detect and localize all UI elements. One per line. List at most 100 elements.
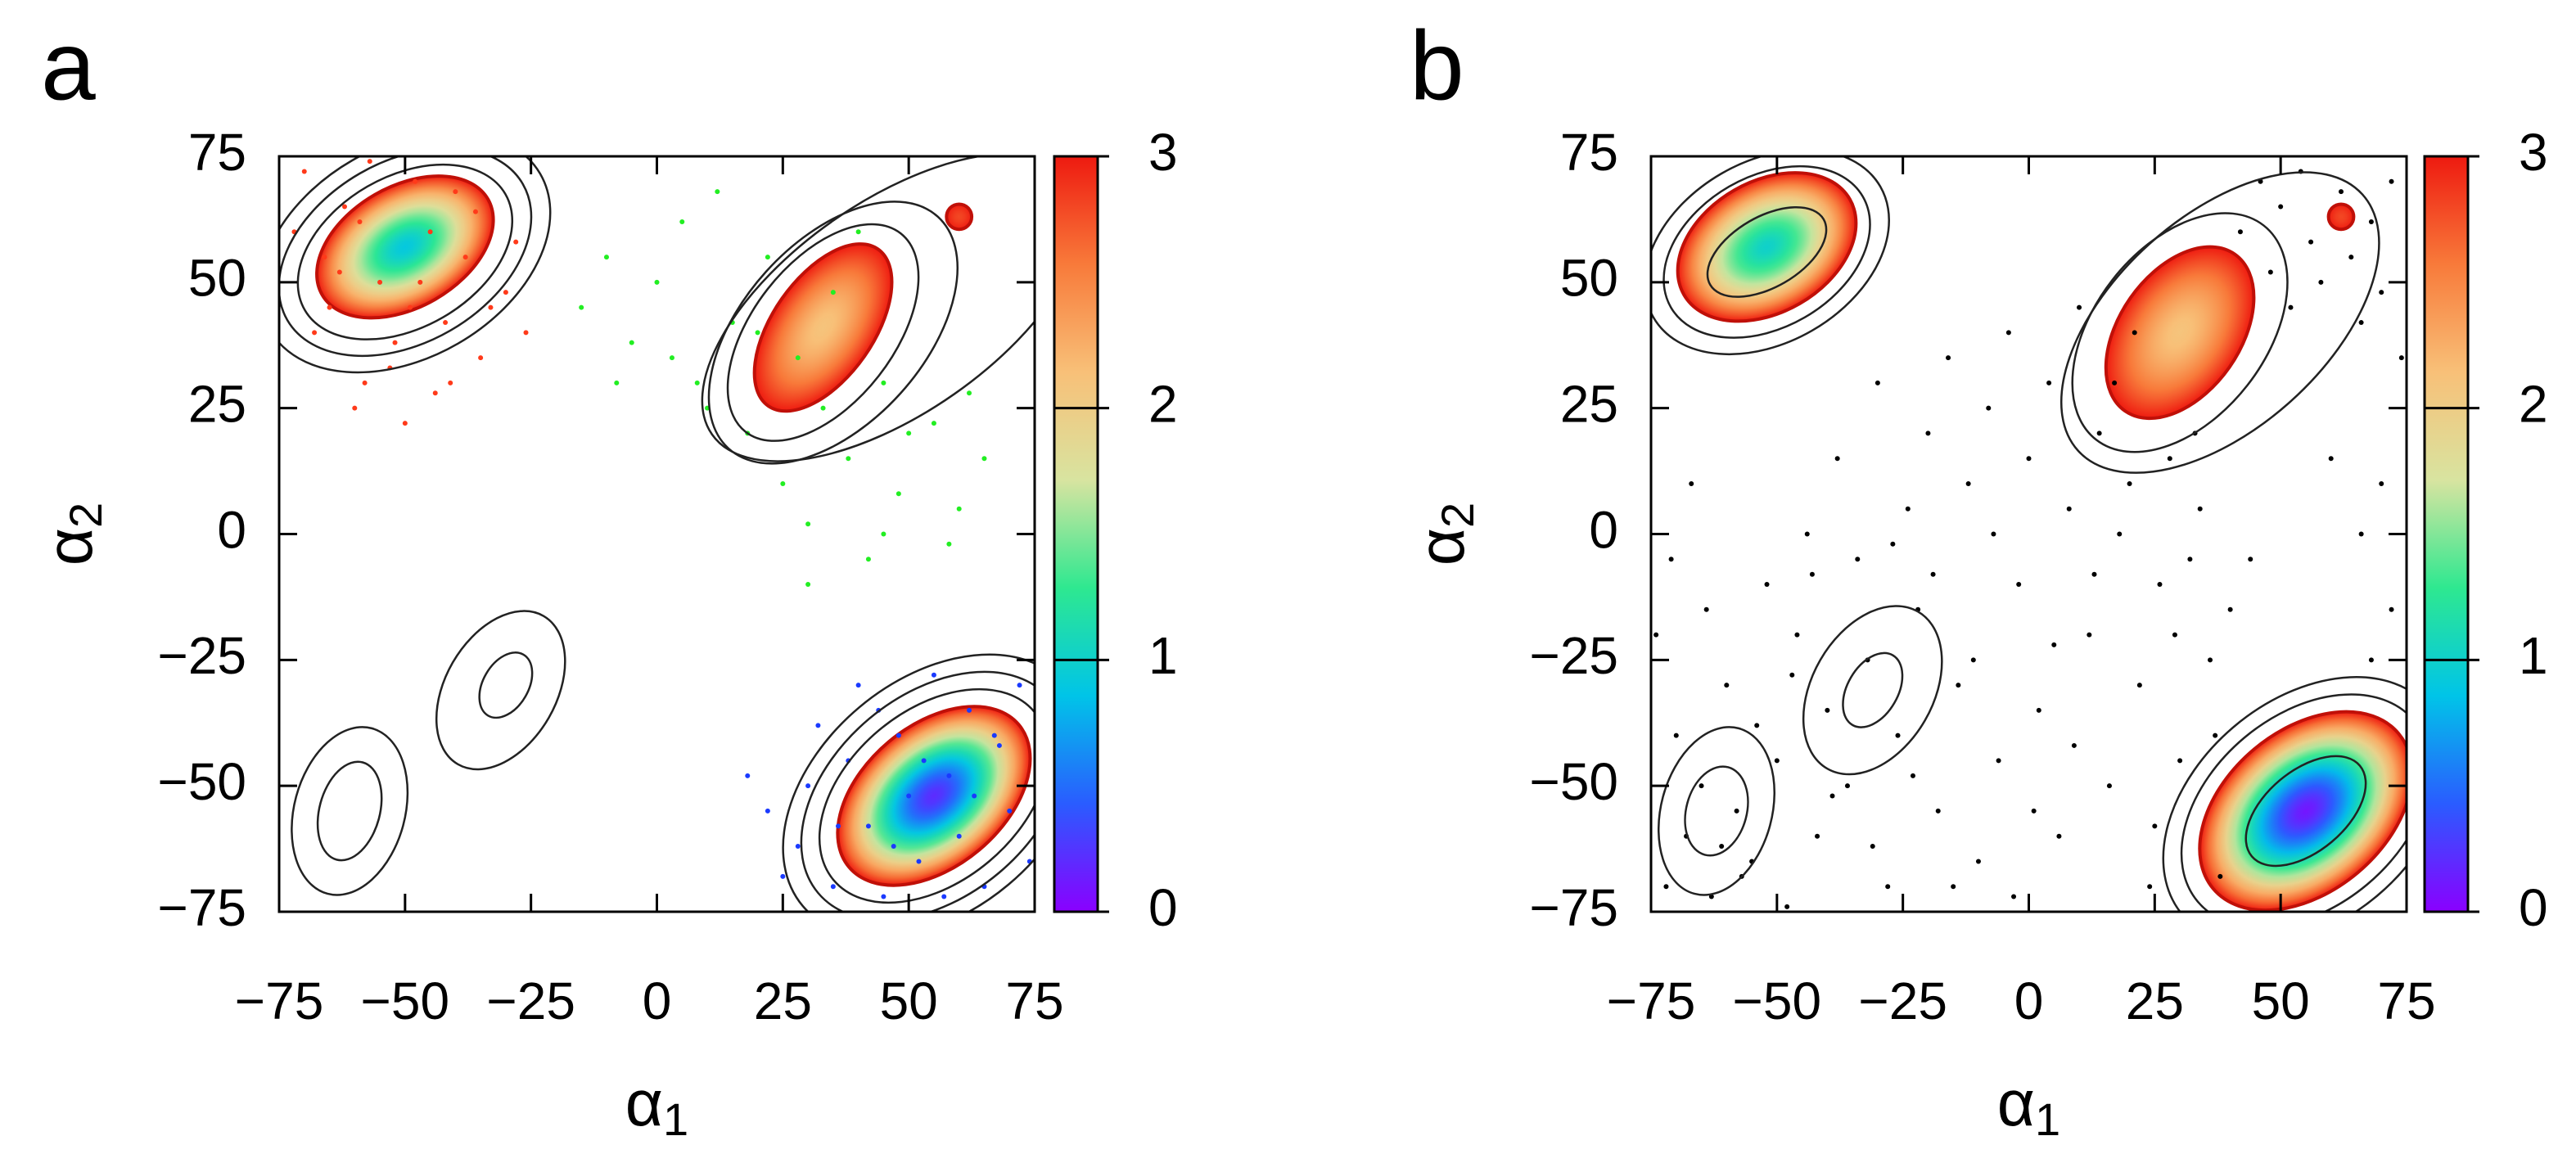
scatter-point: [805, 783, 811, 789]
scatter-point: [780, 480, 786, 486]
scatter-point: [2066, 506, 2072, 512]
scatter-point: [855, 683, 861, 688]
scatter-point: [991, 733, 997, 738]
scatter-point: [503, 290, 508, 295]
y-axis-symbol: α: [1405, 528, 1477, 566]
x-axis-subscript: 1: [663, 1093, 688, 1145]
scatter-point: [679, 219, 685, 224]
scatter-point: [2172, 632, 2177, 638]
scatter-point: [972, 793, 977, 799]
x-tick-label: −50: [1733, 971, 1822, 1030]
y-tick-label: −75: [1529, 878, 1618, 937]
energy-basin: [2198, 710, 2407, 912]
colorbar-tick-label: 1: [1148, 626, 1178, 685]
energy-basin: [2104, 245, 2256, 421]
scatter-point: [2379, 480, 2384, 486]
scatter-point: [2127, 480, 2132, 486]
scatter-point: [2248, 557, 2253, 562]
scatter-point: [2036, 707, 2041, 713]
colorbar: [2423, 155, 2470, 913]
contour-line: [316, 760, 383, 862]
scatter-point: [377, 279, 383, 285]
scatter-point: [2087, 632, 2092, 638]
scatter-point: [1870, 844, 1875, 850]
y-tick-label: 0: [1589, 500, 1618, 559]
scatter-point: [443, 320, 449, 326]
x-tick-label: −25: [1858, 971, 1947, 1030]
scatter-point: [2213, 733, 2218, 738]
scatter-point: [745, 773, 751, 778]
scatter-point: [2308, 239, 2314, 245]
scatter-point: [896, 733, 901, 738]
scatter-point: [603, 255, 609, 260]
scatter-point: [836, 823, 841, 829]
scatter-point: [765, 808, 770, 814]
scatter-point: [931, 421, 936, 426]
scatter-point: [462, 255, 468, 260]
scatter-point: [2227, 606, 2233, 612]
scatter-point: [629, 340, 634, 345]
scatter-point: [1784, 904, 1790, 909]
scatter-point: [1703, 606, 1709, 612]
y-tick-label: −50: [157, 752, 246, 811]
scatter-point: [367, 159, 372, 165]
scatter-point: [2147, 884, 2153, 890]
scatter-point: [357, 219, 363, 224]
scatter-point: [780, 873, 786, 879]
energy-basin: [945, 202, 974, 232]
scatter-point: [865, 557, 871, 562]
scatter-point: [865, 823, 871, 829]
contour-line: [1842, 651, 1904, 728]
x-axis-label: α1: [1997, 1066, 2060, 1145]
x-axis-label: α1: [625, 1066, 688, 1145]
scatter-point: [855, 229, 861, 235]
energy-basin: [2326, 202, 2356, 232]
scatter-point: [2237, 229, 2243, 235]
x-tick-label: 25: [754, 971, 812, 1030]
y-tick-label: −25: [1529, 626, 1618, 685]
scatter-point: [2096, 430, 2102, 436]
scatter-point: [2031, 808, 2037, 814]
x-tick-label: −75: [235, 971, 324, 1030]
scatter-point: [2091, 571, 2097, 577]
scatter-point: [931, 672, 936, 678]
energy-basin: [752, 242, 894, 413]
scatter-series: [291, 159, 529, 426]
scatter-point: [1996, 758, 2001, 764]
contour-line: [1651, 156, 1890, 356]
y-axis-label: α2: [33, 503, 111, 566]
scatter-point: [1844, 783, 1850, 789]
scatter-point: [1754, 723, 1760, 728]
colorbar-tick-label: 2: [1148, 375, 1178, 434]
scatter-point: [1809, 571, 1815, 577]
scatter-point: [1774, 758, 1780, 764]
scatter-point: [2106, 783, 2112, 789]
scatter-point: [1794, 632, 1800, 638]
contour-line: [435, 610, 566, 771]
contour-line: [701, 156, 1035, 462]
x-tick-label: 50: [880, 971, 938, 1030]
scatter-point: [2016, 582, 2022, 588]
scatter-point: [956, 506, 962, 512]
colorbar-tick-label: 0: [2519, 878, 2548, 937]
scatter-point: [352, 405, 358, 411]
scatter-point: [654, 279, 660, 285]
scatter-point: [2056, 833, 2062, 839]
scatter-point: [805, 521, 811, 527]
panel-label: a: [41, 11, 96, 121]
scatter-point: [906, 430, 912, 436]
contour-line: [1662, 165, 1871, 339]
plot-area: [1651, 156, 2407, 912]
contour-line: [2244, 755, 2367, 868]
y-tick-label: −50: [1529, 752, 1618, 811]
scatter-point: [2005, 330, 2011, 336]
contour-line: [279, 156, 533, 358]
scatter-point: [2379, 290, 2384, 295]
energy-basin: [1676, 171, 1858, 323]
x-tick-label: 0: [2014, 971, 2044, 1030]
y-axis-subscript: 2: [60, 503, 111, 528]
contour-line: [1657, 726, 1776, 896]
scatter-point: [906, 793, 912, 799]
